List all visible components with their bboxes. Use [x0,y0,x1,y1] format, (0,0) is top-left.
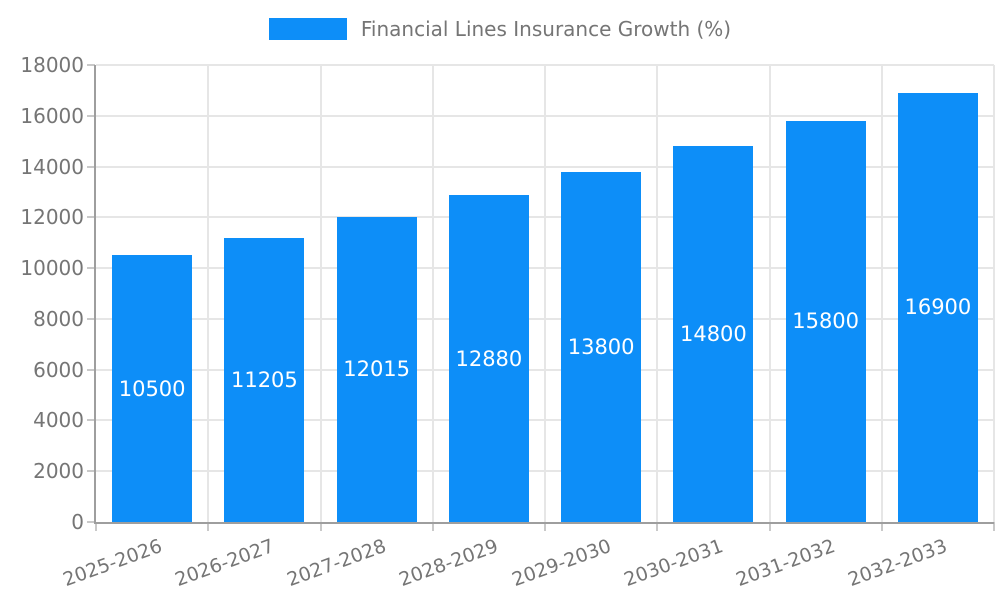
bar[interactable]: 12015 [336,216,417,522]
legend-swatch-icon [268,18,347,40]
bar-value-label: 16900 [904,295,972,320]
x-axis-tick-label: 2031-2032 [733,535,839,592]
x-axis-tick-label: 2026-2027 [172,535,277,592]
x-axis-tick-mark [431,522,434,531]
x-gridline [319,65,322,522]
chart-legend[interactable]: Financial Lines Insurance Growth (%) [0,17,1000,41]
x-axis-tick-mark [880,522,883,531]
x-axis-tick-mark [656,522,659,531]
bar-value-label: 12015 [343,357,411,382]
bar-value-label: 10500 [118,376,186,401]
y-axis-tick-mark [87,267,95,270]
x-axis-tick-label: 2025-2026 [59,535,165,592]
bar[interactable]: 12880 [448,195,529,522]
y-axis-tick-label: 16000 [20,103,84,128]
bar[interactable]: 11205 [224,237,305,522]
bar-value-label: 14800 [679,322,747,347]
y-axis-tick-mark [87,64,95,66]
y-axis-tick-mark [87,521,95,523]
x-axis-tick-mark [319,522,322,531]
bar[interactable]: 14800 [673,146,754,522]
x-axis-tick-mark [768,522,771,531]
x-gridline [993,65,995,522]
y-axis-tick-label: 18000 [20,53,84,77]
y-axis-tick-label: 0 [71,510,84,534]
y-axis-tick-mark [87,368,95,371]
y-axis-tick-label: 4000 [33,408,84,433]
x-gridline [431,65,434,522]
x-axis-tick-mark [544,522,546,531]
y-axis-tick-mark [87,114,95,117]
x-axis-tick-mark [993,522,995,531]
y-axis-tick-mark [87,165,95,168]
x-gridline [656,65,659,522]
y-axis-tick-mark [87,317,95,320]
bar-value-label: 13800 [567,334,635,359]
x-axis-line [94,522,994,524]
x-gridline [207,65,210,522]
y-axis-tick-mark [87,470,95,473]
x-axis-tick-label: 2029-2030 [508,535,614,592]
y-axis-tick-label: 14000 [20,154,84,179]
bar[interactable]: 13800 [561,171,642,522]
x-gridline [880,65,883,522]
y-axis-tick-mark [87,216,95,219]
y-axis-tick-label: 12000 [20,205,84,230]
bar[interactable]: 10500 [112,255,193,522]
x-axis-tick-label: 2030-2031 [621,535,726,592]
y-axis-tick-mark [87,419,95,422]
bar[interactable]: 16900 [897,92,978,522]
x-gridline [768,65,771,522]
x-gridline [544,65,546,522]
y-axis-tick-label: 8000 [33,306,84,331]
legend-label: Financial Lines Insurance Growth (%) [360,17,732,41]
plot-area: 10500 11205 12015 12880 13800 14800 15800 16900 [94,64,995,524]
y-axis-tick-label: 6000 [33,357,84,382]
bar-value-label: 11205 [230,367,298,392]
y-axis-line [94,65,96,524]
x-axis-tick-mark [95,522,97,531]
bar[interactable]: 15800 [785,120,866,522]
bar-value-label: 15800 [792,309,860,334]
bar-value-label: 12880 [455,346,523,371]
x-axis-tick-label: 2032-2033 [845,535,951,592]
x-axis-tick-label: 2027-2028 [284,535,390,592]
y-axis-tick-label: 2000 [33,459,84,484]
y-axis-tick-label: 10000 [20,256,84,281]
x-axis-tick-mark [207,522,210,531]
x-axis-tick-label: 2028-2029 [396,535,502,592]
